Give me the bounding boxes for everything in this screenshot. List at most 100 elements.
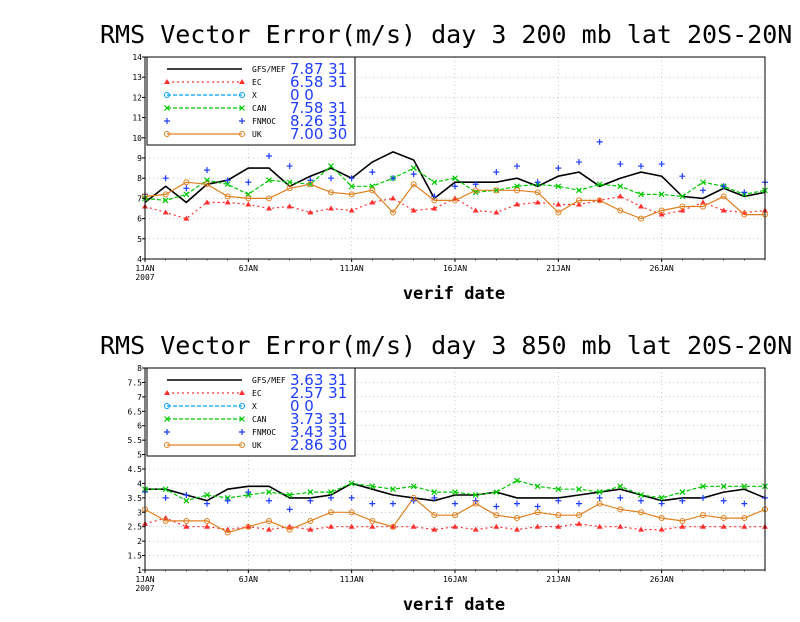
data-point-uk: [452, 197, 458, 204]
data-point-ec: [617, 193, 624, 199]
data-point-fnmoc: [410, 171, 417, 178]
data-point-ec: [638, 526, 644, 532]
legend-stat-x: 0 0: [290, 397, 314, 415]
y-axis-ticks: 4 5 6 7 8 9 10 11 12 13 14: [132, 53, 145, 264]
data-point-ec: [266, 526, 272, 532]
legend: GFS/MEF 7.87 31 EC 6.58 31 X 0 0 CAN 7.58 31 FNM…: [146, 56, 356, 146]
data-point-fnmoc: [679, 497, 686, 504]
y-axis-ticks: 1 1.5 2 2.5 3 3.5 4 4.5 5 5.5 6 6.5 7 7.5 8: [128, 364, 145, 575]
data-point-fnmoc: [245, 179, 252, 186]
data-point-can: [658, 494, 665, 501]
data-point-uk: [348, 509, 355, 516]
data-point-can: [410, 483, 417, 490]
data-point-can: [514, 477, 520, 484]
series-markers: [142, 477, 768, 536]
data-point-fnmoc: [679, 173, 686, 180]
data-point-ec: [369, 523, 376, 529]
data-point-fnmoc: [266, 497, 272, 504]
data-point-fnmoc: [369, 500, 376, 507]
data-point-can: [576, 486, 582, 493]
data-point-fnmoc: [328, 175, 334, 182]
data-point-ec: [410, 523, 417, 529]
data-point-fnmoc: [204, 167, 210, 174]
x-tick-label: 21JAN: [546, 575, 570, 584]
y-tick-label: 5: [137, 235, 142, 244]
data-point-ec: [204, 199, 210, 205]
data-point-ec: [472, 207, 479, 213]
legend-marker-x: [239, 92, 245, 98]
legend-label-gfs-mef: GFS/MEF: [252, 376, 286, 385]
y-tick-label: 9: [137, 154, 142, 163]
legend-marker-can: [239, 416, 245, 422]
data-point-ec: [162, 209, 169, 215]
data-point-can: [617, 183, 624, 190]
data-point-fnmoc: [390, 500, 396, 507]
data-point-uk: [390, 209, 396, 216]
legend-marker-ec: [239, 390, 245, 395]
data-point-can: [204, 492, 210, 498]
data-point-fnmoc: [638, 163, 644, 170]
data-point-ec: [183, 523, 190, 529]
data-point-ec: [576, 520, 582, 526]
data-point-can: [452, 175, 458, 182]
x-tick-label: 16JAN: [443, 575, 467, 584]
data-point-ec: [245, 523, 252, 529]
legend-box: [146, 56, 356, 146]
legend-marker-uk: [164, 442, 170, 448]
data-point-can: [390, 486, 396, 493]
data-point-can: [658, 191, 665, 198]
data-point-uk: [369, 517, 376, 524]
data-point-uk: [245, 195, 252, 202]
data-point-uk: [204, 181, 210, 188]
data-point-fnmoc: [452, 500, 458, 507]
legend-label-gfs-mef: GFS/MEF: [252, 65, 286, 74]
data-point-ec: [720, 207, 727, 213]
data-point-can: [555, 183, 562, 190]
data-point-ec: [204, 523, 210, 529]
y-tick-label: 7.5: [128, 378, 143, 387]
data-point-uk: [658, 515, 665, 522]
legend-stat-gfs-mef: 7.87 31: [290, 60, 347, 78]
data-point-ec: [576, 201, 582, 207]
data-point-can: [224, 181, 231, 188]
grid: [145, 57, 765, 259]
y-tick-label: 11: [132, 114, 142, 123]
data-point-ec: [390, 523, 396, 529]
data-point-fnmoc: [576, 159, 582, 166]
legend-label-ec: EC: [252, 389, 262, 398]
data-point-fnmoc: [576, 500, 582, 507]
data-point-can: [266, 489, 272, 496]
data-point-can: [741, 483, 748, 490]
data-point-uk: [286, 526, 293, 533]
x-tick-label: 6JAN: [239, 264, 258, 273]
chart-850mb: RMS Vector Error(m/s) day 3 850 mb lat 2…: [100, 331, 792, 615]
data-point-uk: [617, 207, 624, 214]
y-tick-label: 6: [137, 422, 142, 431]
data-point-ec: [534, 523, 541, 529]
y-tick-label: 3.5: [128, 494, 143, 503]
data-point-ec: [741, 523, 748, 529]
data-point-fnmoc: [493, 503, 500, 510]
data-point-fnmoc: [224, 497, 231, 504]
data-point-can: [348, 480, 355, 487]
legend-marker-fnmoc: [239, 118, 245, 124]
data-point-uk: [369, 187, 376, 194]
legend-box: [146, 367, 356, 457]
data-point-uk: [162, 517, 169, 524]
data-point-uk: [472, 500, 479, 507]
data-point-uk: [410, 181, 417, 188]
data-point-uk: [741, 515, 748, 522]
data-point-uk: [266, 195, 272, 202]
legend-stat-x: 0 0: [290, 86, 314, 104]
data-point-fnmoc: [348, 175, 355, 182]
data-point-can: [679, 193, 686, 200]
data-point-can: [617, 483, 624, 490]
data-point-uk: [410, 494, 417, 501]
data-point-uk: [617, 506, 624, 513]
data-point-uk: [576, 512, 582, 519]
data-point-can: [307, 489, 314, 496]
data-point-can: [286, 492, 293, 498]
data-point-ec: [348, 523, 355, 529]
x-tick-label: 26JAN: [650, 264, 674, 273]
